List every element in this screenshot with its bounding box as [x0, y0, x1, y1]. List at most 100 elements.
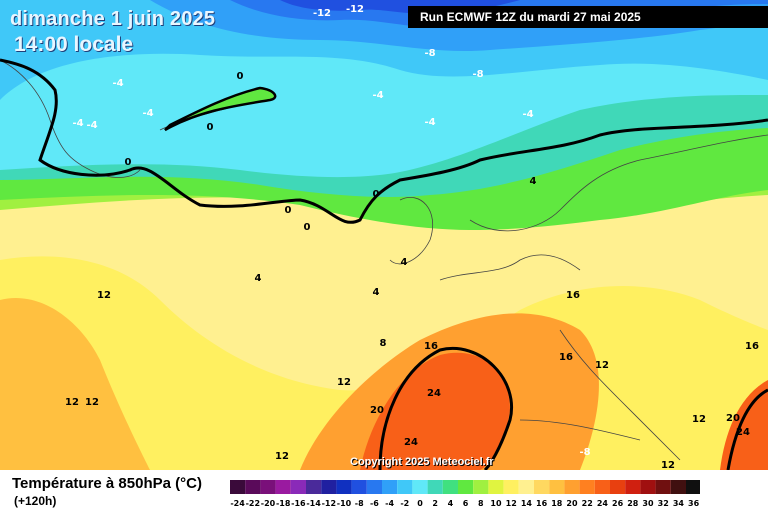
band-red: [360, 352, 510, 470]
legend-tick: -10: [337, 499, 352, 508]
legend-swatch: [518, 480, 534, 494]
contour-label: 16: [559, 352, 573, 363]
contour-label: -4: [142, 108, 153, 119]
contour-label: -4: [372, 90, 383, 101]
contour-label: -8: [472, 69, 483, 80]
legend-swatch: [245, 480, 261, 494]
forecast-time: 14:00 locale: [14, 33, 134, 56]
contour-label: 24: [404, 437, 418, 448]
legend-swatch: [670, 480, 686, 494]
contour-label: 20: [370, 405, 384, 416]
contour-label: 0: [125, 157, 132, 168]
temperature-map: -12 -12 -8 -8 -8 -4 -4 -4 -4 -4 -4 -4 0 0 0 0 0 0 4 4 4 4 8 12 1…: [0, 0, 768, 470]
contour-label: 12: [97, 290, 111, 301]
legend-tick: 36: [688, 499, 700, 508]
legend-tick: 6: [463, 499, 469, 508]
legend-swatch: [306, 480, 322, 494]
legend-swatch: [503, 480, 519, 494]
contour-label: 0: [285, 205, 292, 216]
parameter-title: Température à 850hPa (°C): [12, 475, 202, 492]
legend-tick: -22: [246, 499, 260, 508]
legend-tick: 26: [612, 499, 624, 508]
legend-swatch: [488, 480, 504, 494]
contour-label: 4: [530, 176, 537, 187]
contour-label: 12: [65, 397, 79, 408]
copyright-notice: Copyright 2025 Meteociel.fr: [350, 456, 494, 468]
legend-tick: 24: [597, 499, 609, 508]
legend-swatch: [351, 480, 367, 494]
contour-label: 16: [745, 341, 759, 352]
legend-swatch: [610, 480, 626, 494]
band-orange-west: [0, 298, 150, 470]
legend-tick: -20: [261, 499, 276, 508]
lead-time: (+120h): [14, 494, 57, 508]
legend-tick: -24: [230, 499, 245, 508]
legend-swatch: [321, 480, 337, 494]
contour-label: 24: [736, 427, 750, 438]
legend-swatch: [625, 480, 641, 494]
contour-label: 16: [424, 341, 438, 352]
legend-tick: -2: [400, 499, 409, 508]
legend-tick: -14: [306, 499, 321, 508]
legend-tick: 20: [566, 499, 578, 508]
legend-tick: -6: [370, 499, 379, 508]
contour-label: 0: [207, 122, 214, 133]
legend-swatch: [686, 480, 700, 494]
legend-tick: 8: [478, 499, 484, 508]
contour-label: -12: [313, 8, 331, 19]
legend-tick: 10: [490, 499, 502, 508]
legend-swatch: [397, 480, 413, 494]
isotherm-twenty: [378, 347, 513, 470]
legend-swatch: [534, 480, 550, 494]
legend-swatch: [275, 480, 291, 494]
legend-tick: 22: [582, 499, 593, 508]
legend-swatch: [473, 480, 489, 494]
contour-label: 12: [85, 397, 99, 408]
legend-swatch: [427, 480, 443, 494]
contour-label: 20: [726, 413, 740, 424]
contour-label: 24: [427, 388, 441, 399]
legend-swatch: [564, 480, 580, 494]
isotherm-twenty-east: [726, 388, 768, 470]
legend-tick: -16: [291, 499, 306, 508]
contour-label: -4: [72, 118, 83, 129]
legend-swatch: [442, 480, 458, 494]
legend-swatch: [640, 480, 656, 494]
isotherm-zero: [0, 58, 768, 224]
legend-swatch: [458, 480, 474, 494]
legend-tick: 4: [448, 499, 454, 508]
legend-tick: 32: [658, 499, 669, 508]
legend-swatch: [336, 480, 352, 494]
legend-tick: -8: [355, 499, 364, 508]
legend-tick: -4: [385, 499, 394, 508]
legend-tick: -18: [276, 499, 291, 508]
contour-label: 0: [237, 71, 244, 82]
contour-label: 4: [255, 273, 262, 284]
legend-tick: 12: [506, 499, 517, 508]
color-legend: -24 -22 -20 -18 -16 -14 -12 -10 -8 -6 -4 -2 0 2 4 6 8 10 1…: [230, 480, 700, 508]
contour-label: 8: [380, 338, 387, 349]
legend-tick: 2: [432, 499, 438, 508]
legend-swatch: [382, 480, 398, 494]
legend-swatch: [230, 480, 246, 494]
legend-tick: -12: [322, 499, 336, 508]
footer-panel: Température à 850hPa (°C) (+120h) -24 -22…: [0, 470, 768, 512]
contour-label: -4: [86, 120, 97, 131]
legend-swatch: [655, 480, 671, 494]
contour-label: 12: [337, 377, 351, 388]
legend-tick: 14: [521, 499, 533, 508]
contour-label: -8: [579, 447, 590, 458]
legend-swatch: [594, 480, 610, 494]
contour-label: -12: [346, 4, 364, 15]
contour-label: 12: [595, 360, 609, 371]
legend-tick: 28: [627, 499, 639, 508]
island-outline: [164, 86, 277, 132]
contour-label: 4: [401, 257, 408, 268]
legend-tick: 16: [536, 499, 548, 508]
contour-label: -4: [112, 78, 123, 89]
contour-label: 4: [373, 287, 380, 298]
legend-swatch: [260, 480, 276, 494]
legend-tick: 18: [551, 499, 563, 508]
legend-tick: 0: [417, 499, 423, 508]
run-info: Run ECMWF 12Z du mardi 27 mai 2025: [408, 6, 768, 28]
